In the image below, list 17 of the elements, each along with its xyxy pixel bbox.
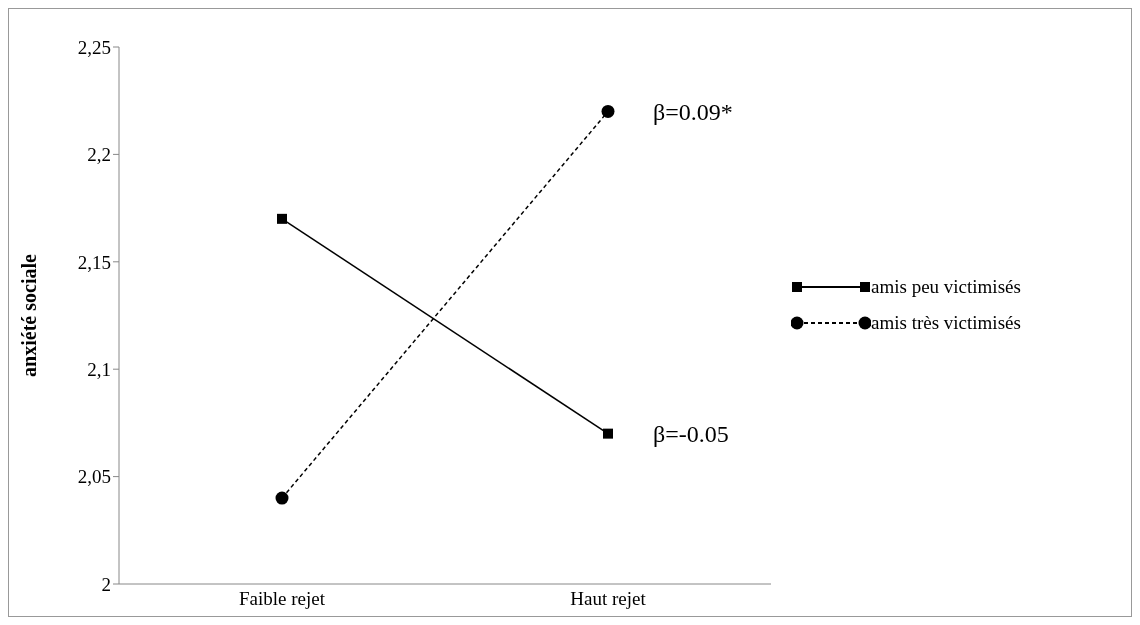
x-tick-label: Haut rejet — [570, 588, 647, 610]
y-tick-label: 2,05 — [77, 466, 111, 488]
legend-label: amis peu victimisés — [871, 275, 1021, 298]
point — [277, 213, 287, 224]
y-tick-label: 2,1 — [87, 358, 111, 380]
legend-label: amis très victimisés — [871, 311, 1021, 334]
y-tick-label: 2 — [101, 573, 111, 595]
point — [275, 491, 289, 505]
y-tick-label: 2,2 — [87, 144, 111, 166]
annotation: β=0.09* — [653, 98, 733, 125]
y-tick-label: 2,15 — [77, 251, 111, 273]
point — [601, 104, 615, 118]
y-tick-label: 2,25 — [77, 36, 111, 58]
point — [603, 428, 613, 439]
annotation: β=-0.05 — [653, 421, 729, 448]
y-axis-title: anxiété sociale — [18, 254, 41, 377]
x-tick-label: Faible rejet — [239, 588, 326, 610]
